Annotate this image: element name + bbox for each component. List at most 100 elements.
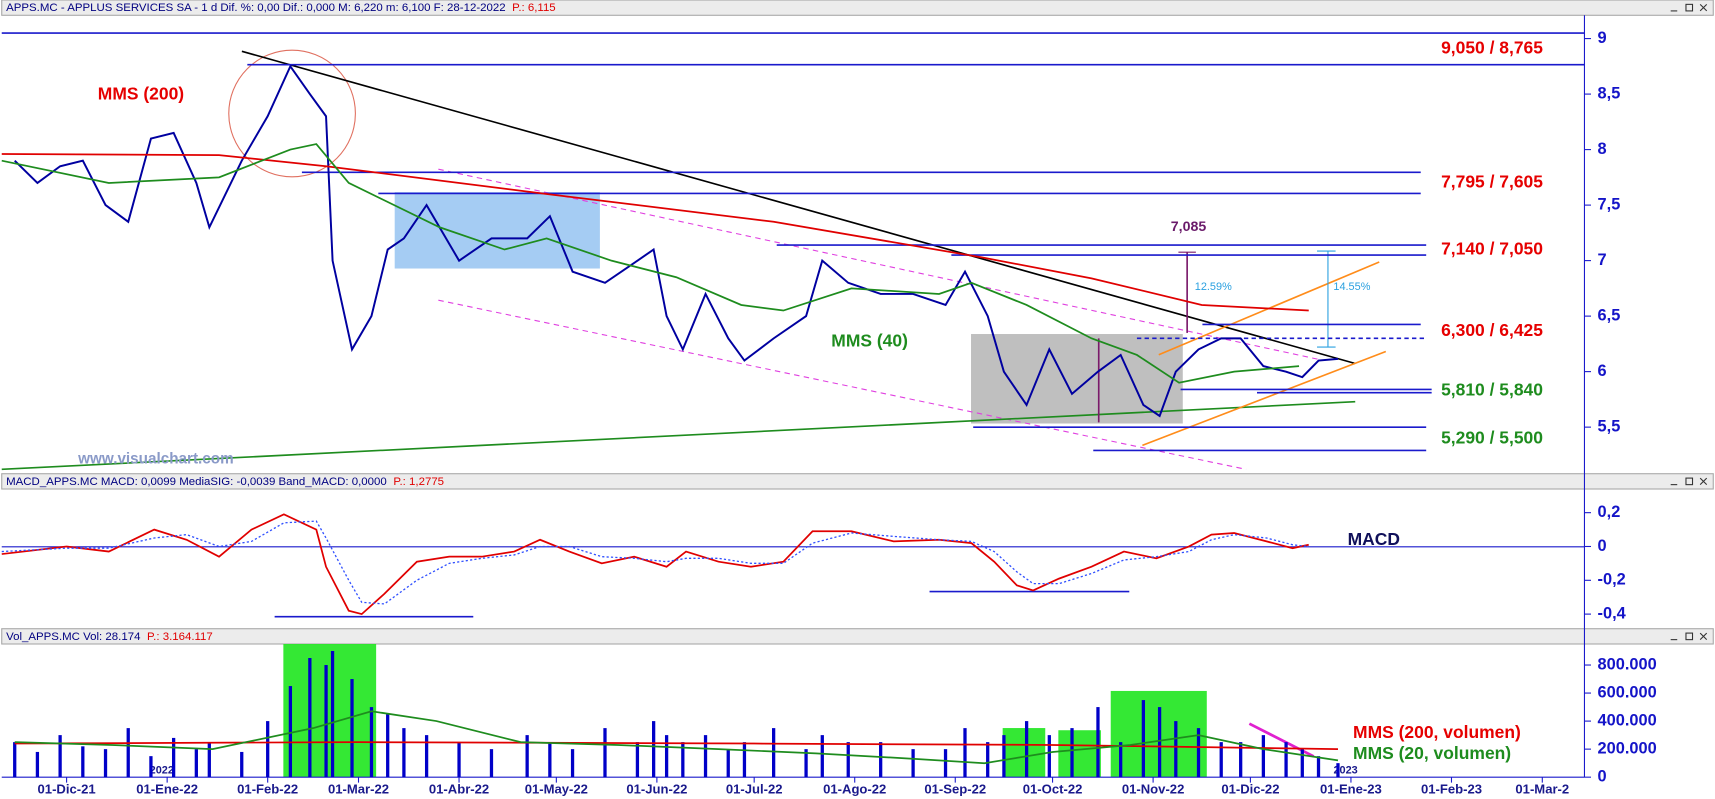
x-tick-label: 01-Ene-22: [136, 782, 198, 797]
close-icon[interactable]: [1699, 477, 1708, 486]
volume-bar: [194, 749, 198, 778]
panel-title: MACD_APPS.MC MACD: 0,0099 MediaSIG: -0,0…: [6, 476, 387, 488]
close-icon[interactable]: [1699, 3, 1708, 12]
volume-bar: [963, 728, 967, 778]
level-label: 7,140 / 7,050: [1441, 239, 1543, 259]
volume-bar: [548, 742, 552, 778]
volume-bar: [664, 735, 669, 778]
annotation: 14.55%: [1333, 281, 1370, 293]
last-price: P.: 3.164.117: [147, 631, 213, 643]
volume-bar: [1261, 735, 1266, 778]
series-label: MMS (200): [98, 84, 184, 104]
series-line: [1, 153, 1309, 312]
annotation: MACD: [1348, 529, 1400, 549]
volume-bar: [330, 651, 335, 778]
volume-bar: [402, 728, 406, 778]
range-box: [394, 192, 600, 269]
volume-bar: [149, 756, 153, 778]
marks: 5,5 6 6,5 7 7,5 8 8,5 9 9,050 / 8,765 7,795 / 7,6…: [1, 29, 1657, 797]
maximize-icon[interactable]: [1685, 3, 1694, 12]
volume-bar: [681, 742, 685, 778]
channel-line: [438, 299, 1247, 470]
y-tick-label: 0: [1598, 767, 1607, 785]
volume-bar: [1174, 721, 1178, 778]
x-tick-label: 01-Jul-22: [726, 782, 783, 797]
support-line: [1, 400, 1356, 471]
x-tick-label: 01-Mar-22: [328, 782, 389, 797]
volume-bar: [81, 746, 85, 778]
volume-bar: [1024, 721, 1029, 778]
series-label: MMS (40): [831, 330, 908, 350]
volume-bar: [207, 742, 211, 778]
y-tick-label: 6,5: [1598, 306, 1621, 324]
maximize-icon[interactable]: [1685, 632, 1694, 641]
highlight-circle: [228, 49, 356, 178]
y-tick-label: 8,5: [1598, 84, 1621, 102]
volume-box: [1058, 730, 1101, 778]
y-tick-label: 7,5: [1598, 195, 1621, 213]
x-tick-label: 01-Jun-22: [626, 782, 687, 797]
y-tick-label: -0,4: [1598, 604, 1627, 622]
price-line: [14, 64, 1339, 418]
x-tick-label: 01-Feb-23: [1421, 782, 1482, 797]
x-tick-label: 01-Ene-23: [1320, 782, 1382, 797]
x-tick-label: 01-Mar-2: [1515, 782, 1569, 797]
x-tick-label: 01-Abr-22: [429, 782, 489, 797]
volume-bar: [1096, 707, 1100, 778]
volume-bar: [1239, 742, 1243, 778]
last-price: P.: 6,115: [512, 2, 556, 14]
volume-bar: [703, 735, 708, 778]
volume-bar: [1300, 749, 1304, 778]
y-tick-label: 200.000: [1598, 739, 1657, 757]
volume-bar: [911, 749, 915, 778]
volume-bar: [1070, 728, 1074, 778]
panel-buttons[interactable]: [1670, 3, 1708, 12]
volume-bar: [742, 742, 747, 778]
volume-bar: [424, 735, 429, 778]
volume-bar: [1219, 742, 1223, 778]
x-tick-label: 01-Sep-22: [924, 782, 986, 797]
volume-bar: [652, 721, 656, 778]
watermark: www.visualchart.com: [77, 451, 234, 468]
volume-bar: [1316, 756, 1321, 778]
x-tick-label: 01-Feb-22: [237, 782, 298, 797]
volume-bar: [1157, 707, 1162, 778]
y-tick-label: 600.000: [1598, 683, 1657, 701]
volume-bar: [603, 728, 607, 778]
volume-bar: [1284, 742, 1288, 778]
volume-bar: [58, 735, 62, 778]
volume-bar: [943, 749, 948, 778]
header-bars: [1, 0, 1714, 645]
panel-buttons[interactable]: [1670, 477, 1708, 486]
trend-line: [241, 50, 1356, 365]
annotations: MMS (200) MMS (40) 7,085 12.59% 14.55% w…: [77, 84, 1521, 763]
x-tick-label: 01-May-22: [525, 782, 588, 797]
volume-bar: [350, 679, 354, 778]
volume-bar: [308, 658, 312, 778]
x-tick-label: 01-Dic-22: [1221, 782, 1279, 797]
volume-bar: [288, 686, 293, 778]
annotation: 7,085: [1171, 219, 1207, 235]
volume-bar: [820, 735, 824, 778]
y-tick-label: -0,2: [1598, 571, 1626, 589]
volume-box: [1002, 728, 1046, 778]
year-label: 2023: [1333, 764, 1357, 776]
volume-bar: [1336, 763, 1340, 778]
series-line: [14, 710, 1339, 765]
volume-bar: [266, 721, 270, 778]
series-line: [1, 520, 1309, 605]
volume-bar: [489, 749, 494, 778]
volume-bar: [804, 749, 808, 778]
close-icon[interactable]: [1699, 632, 1708, 641]
panel-buttons[interactable]: [1670, 632, 1708, 641]
y-tick-label: 6: [1598, 362, 1607, 380]
volume-bar: [635, 742, 640, 778]
volume-bar: [126, 728, 130, 778]
maximize-icon[interactable]: [1685, 477, 1694, 486]
x-tick-label: 01-Dic-21: [38, 782, 96, 797]
volume-bar: [1002, 735, 1006, 778]
y-tick-label: 9: [1598, 29, 1607, 47]
volume-bar: [13, 742, 17, 778]
level-label: 7,795 / 7,605: [1441, 172, 1543, 192]
